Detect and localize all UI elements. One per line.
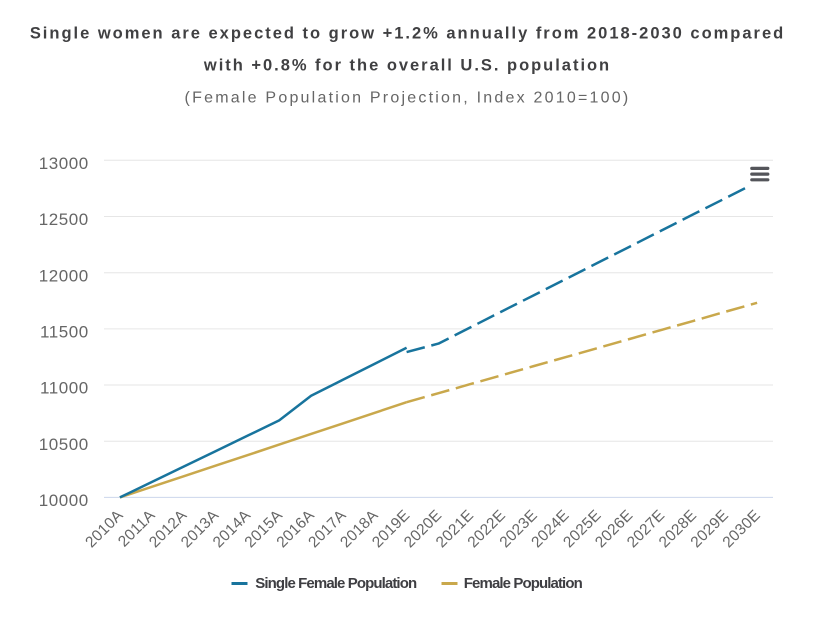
svg-text:13000: 13000 [39, 154, 89, 173]
svg-text:(Female Population Projection,: (Female Population Projection, Index 201… [185, 90, 631, 107]
svg-text:Single Female Population: Single Female Population [255, 575, 417, 592]
svg-text:11000: 11000 [40, 379, 89, 398]
svg-text:12000: 12000 [39, 266, 89, 285]
svg-text:10000: 10000 [39, 491, 89, 510]
svg-text:12500: 12500 [39, 210, 89, 229]
svg-text:11500: 11500 [40, 323, 89, 342]
svg-text:with +0.8% for the overall U.S: with +0.8% for the overall U.S. populati… [203, 57, 611, 75]
svg-text:10500: 10500 [39, 435, 89, 454]
svg-text:Female Population: Female Population [464, 575, 583, 592]
svg-text:Single women are expected to g: Single women are expected to grow +1.2% … [30, 25, 785, 43]
